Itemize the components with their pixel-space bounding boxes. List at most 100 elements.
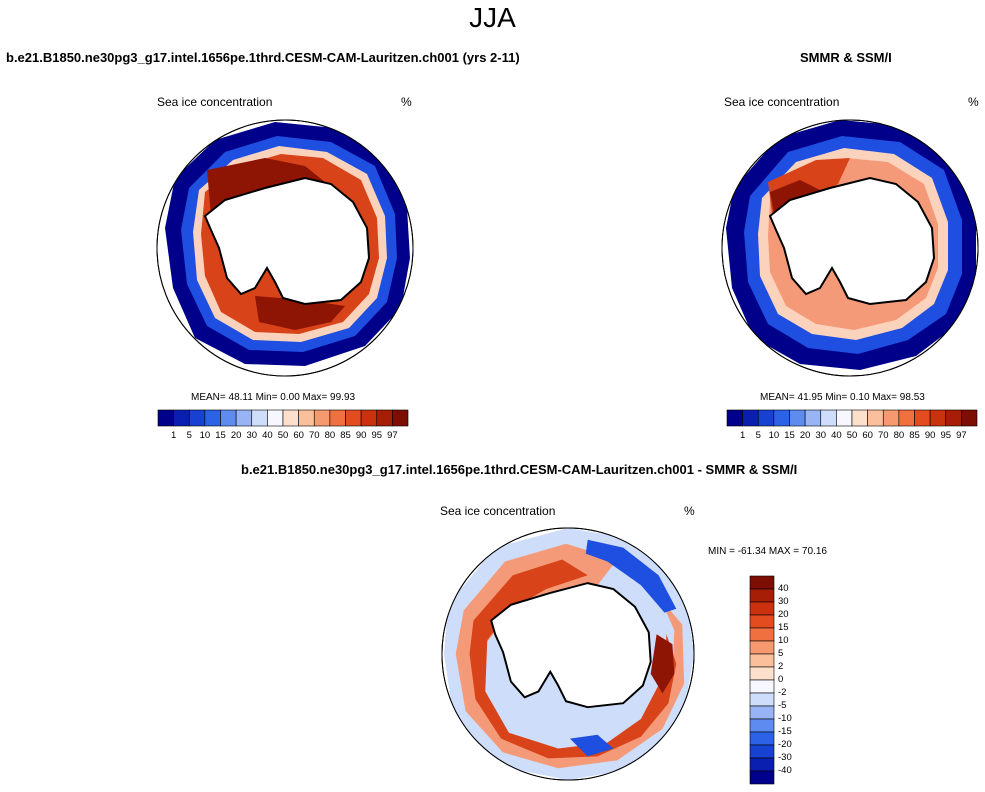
colorbar-swatch bbox=[929, 409, 947, 427]
colorbar-tick-label: 5 bbox=[186, 430, 192, 441]
model-case-title: b.e21.B1850.ne30pg3_g17.intel.1656pe.1th… bbox=[6, 50, 520, 65]
colorbar-tick-label: 97 bbox=[956, 430, 967, 441]
colorbar-tick-label: 70 bbox=[877, 430, 889, 441]
colorbar-swatch bbox=[749, 770, 775, 785]
colorbar-swatch bbox=[749, 705, 775, 720]
colorbar-swatch bbox=[749, 757, 775, 772]
map-region-edge bbox=[585, 539, 677, 613]
obs-colorbar-labels: 1 5 10 15 20 30 40 50 60 70 80 85 90 95 97 bbox=[727, 430, 977, 442]
colorbar-swatch bbox=[749, 627, 775, 642]
map-region-land bbox=[490, 582, 652, 709]
obs-polar-map bbox=[721, 119, 979, 377]
colorbar-swatch bbox=[360, 409, 378, 427]
colorbar-swatch bbox=[235, 409, 253, 427]
colorbar-swatch bbox=[749, 640, 775, 655]
colorbar-tick-label: 15 bbox=[778, 622, 789, 633]
model-polar-map bbox=[156, 119, 414, 377]
colorbar-swatch bbox=[313, 409, 331, 427]
model-stats: MEAN= 48.11 Min= 0.00 Max= 99.93 bbox=[191, 392, 356, 403]
colorbar-swatch bbox=[282, 409, 299, 427]
colorbar-swatch bbox=[914, 409, 931, 427]
colorbar-tick-label: 95 bbox=[940, 430, 952, 441]
colorbar-swatch bbox=[789, 409, 806, 427]
colorbar-tick-label: 0 bbox=[778, 674, 784, 685]
colorbar-tick-label: 95 bbox=[371, 430, 383, 441]
colorbar-tick-label: 85 bbox=[909, 430, 920, 441]
colorbar-tick-label: 85 bbox=[340, 430, 351, 441]
model-units-label: % bbox=[401, 95, 412, 109]
colorbar-swatch bbox=[749, 744, 775, 759]
colorbar-swatch bbox=[726, 409, 743, 427]
colorbar-tick-label: 80 bbox=[893, 430, 905, 441]
colorbar-swatch bbox=[820, 409, 837, 427]
map-region-edge bbox=[569, 734, 614, 757]
colorbar-tick-label: -15 bbox=[778, 726, 792, 737]
colorbar-tick-label: 50 bbox=[846, 430, 858, 441]
colorbar-swatch bbox=[882, 409, 900, 427]
colorbar-tick-label: -20 bbox=[778, 739, 792, 750]
ice-core-high-2 bbox=[255, 296, 345, 330]
colorbar-swatch bbox=[851, 409, 868, 427]
colorbar-tick-label: 30 bbox=[815, 430, 827, 441]
colorbar-swatch bbox=[345, 409, 362, 427]
colorbar-swatch bbox=[329, 409, 346, 427]
colorbar-tick-label: -10 bbox=[778, 713, 792, 724]
colorbar-tick-label: 40 bbox=[262, 430, 273, 441]
colorbar-swatch bbox=[749, 666, 775, 681]
diff-case-title: b.e21.B1850.ne30pg3_g17.intel.1656pe.1th… bbox=[241, 462, 798, 477]
colorbar-swatch bbox=[157, 409, 174, 427]
colorbar-swatch bbox=[804, 409, 822, 427]
model-colorbar-labels: 1 5 10 15 20 30 40 50 60 70 80 85 90 95 97 bbox=[158, 430, 408, 442]
obs-case-title: SMMR & SSM/I bbox=[800, 50, 892, 65]
colorbar-tick-label: 10 bbox=[199, 430, 211, 441]
colorbar-swatch bbox=[392, 409, 409, 427]
colorbar-swatch bbox=[749, 731, 775, 746]
colorbar-tick-label: 20 bbox=[230, 430, 242, 441]
colorbar-swatch bbox=[836, 409, 853, 427]
colorbar-swatch bbox=[961, 409, 978, 427]
diff-stats: MIN = -61.34 MAX = 70.16 bbox=[708, 546, 827, 557]
colorbar-swatch bbox=[267, 409, 284, 427]
colorbar-swatch bbox=[749, 718, 775, 733]
antarctica-land bbox=[203, 176, 371, 306]
colorbar-swatch bbox=[773, 409, 790, 427]
colorbar-swatch bbox=[742, 409, 759, 427]
obs-colorbar bbox=[726, 409, 978, 427]
colorbar-tick-label: 90 bbox=[355, 430, 367, 441]
colorbar-tick-label: 40 bbox=[778, 583, 789, 594]
colorbar-swatch bbox=[749, 601, 775, 616]
colorbar-tick-label: -30 bbox=[778, 752, 792, 763]
colorbar-swatch bbox=[220, 409, 237, 427]
map-region-land bbox=[768, 176, 936, 306]
colorbar-tick-label: 30 bbox=[778, 596, 789, 607]
colorbar-swatch bbox=[204, 409, 221, 427]
model-colorbar bbox=[157, 409, 409, 427]
colorbar-tick-label: 15 bbox=[784, 430, 795, 441]
colorbar-tick-label: 2 bbox=[778, 661, 784, 672]
colorbar-swatch bbox=[749, 588, 775, 603]
diff-variable-label: Sea ice concentration bbox=[440, 504, 556, 518]
colorbar-tick-label: -2 bbox=[778, 687, 787, 698]
colorbar-tick-label: 10 bbox=[778, 635, 789, 646]
diff-units-label: % bbox=[684, 504, 695, 518]
diff-polar-map bbox=[441, 527, 695, 781]
colorbar-swatch bbox=[945, 409, 962, 427]
season-title: JJA bbox=[469, 2, 516, 33]
colorbar-tick-label: 30 bbox=[246, 430, 258, 441]
obs-units-label: % bbox=[968, 95, 979, 109]
colorbar-tick-label: -5 bbox=[778, 700, 787, 711]
colorbar-swatch bbox=[749, 653, 775, 668]
colorbar-swatch bbox=[749, 692, 775, 707]
colorbar-swatch bbox=[298, 409, 315, 427]
colorbar-tick-label: 20 bbox=[799, 430, 811, 441]
colorbar-tick-label: 5 bbox=[755, 430, 761, 441]
colorbar-tick-label: 10 bbox=[768, 430, 780, 441]
diff-colorbar-labels: 40 30 20 15 10 5 2 0 -2 -5 -10 -15 -20 -30 -40 bbox=[778, 576, 808, 784]
map-region-high bbox=[650, 634, 675, 694]
colorbar-swatch bbox=[749, 614, 775, 629]
diff-colorbar bbox=[749, 575, 775, 785]
colorbar-tick-label: 60 bbox=[293, 430, 304, 441]
colorbar-swatch bbox=[376, 409, 393, 427]
obs-stats: MEAN= 41.95 Min= 0.10 Max= 98.53 bbox=[760, 392, 925, 403]
colorbar-tick-label: 90 bbox=[924, 430, 936, 441]
